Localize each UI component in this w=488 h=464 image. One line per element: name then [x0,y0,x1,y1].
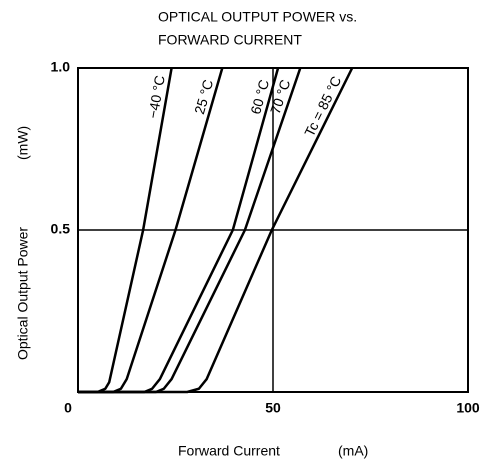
chart-title: OPTICAL OUTPUT POWER vs. [158,9,357,25]
y-tick-label: 1.0 [51,59,71,75]
x-tick-label: 100 [456,400,480,416]
chart-title: FORWARD CURRENT [158,32,302,48]
series-label: −40 °C [145,74,168,119]
x-axis-unit: (mA) [338,443,368,459]
x-tick-label: 50 [265,400,281,416]
series-line [78,67,354,394]
y-axis-label: Optical Output Power [15,227,31,360]
series-label: 25 °C [191,78,216,116]
y-axis-unit: (mW) [15,126,31,160]
x-tick-label: 0 [64,400,72,416]
y-tick-label: 0.5 [51,221,71,237]
x-axis-label: Forward Current [178,443,280,459]
